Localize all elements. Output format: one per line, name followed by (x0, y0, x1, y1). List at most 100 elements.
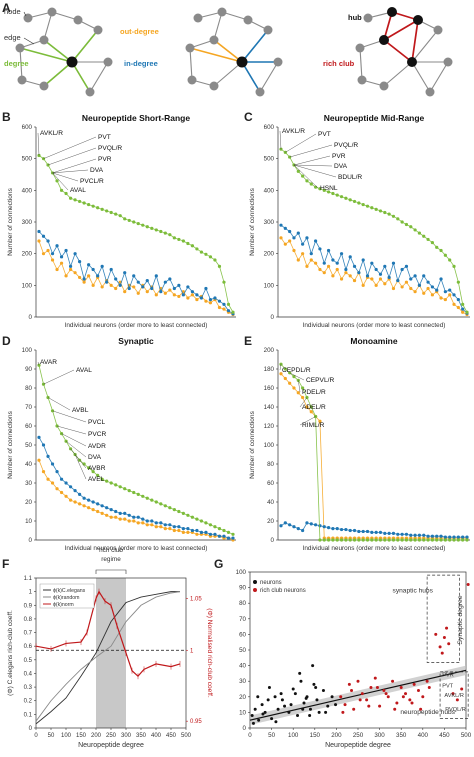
data-point (413, 290, 417, 294)
x-tick-label: 100 (288, 732, 299, 739)
fit-line (249, 669, 467, 721)
data-point (154, 293, 158, 297)
network-node (39, 81, 49, 91)
data-point (456, 305, 460, 310)
data-point (408, 698, 412, 702)
data-point (172, 528, 176, 533)
y-tick-label: 90 (239, 585, 246, 592)
data-point (222, 534, 226, 538)
data-point (451, 692, 455, 696)
data-point (96, 274, 100, 278)
x-tick-label: 0 (34, 733, 38, 739)
y-tick-label: 80 (267, 461, 274, 468)
data-point (208, 297, 213, 302)
data-point (177, 237, 181, 242)
network-node (23, 13, 33, 23)
data-point (168, 277, 172, 281)
y-tick-label: 90 (25, 366, 32, 373)
legend-swatch (253, 588, 257, 592)
data-point (426, 237, 430, 242)
data-point (352, 528, 357, 533)
data-point (186, 285, 190, 289)
data-point (309, 258, 313, 262)
data-point (132, 515, 136, 519)
data-point (127, 286, 131, 291)
data-point (296, 231, 300, 235)
data-point (417, 533, 422, 537)
x-tick-label: 300 (121, 733, 132, 739)
highlight-edge (241, 61, 261, 93)
data-point (348, 528, 352, 533)
data-point (361, 258, 365, 262)
right-tick-label: 1.05 (190, 596, 202, 602)
data-point (213, 258, 217, 262)
network-node (73, 15, 83, 25)
data-point (145, 496, 149, 500)
data-point (287, 710, 291, 714)
data-point (280, 698, 284, 702)
data-point (422, 533, 426, 537)
data-point (352, 707, 356, 711)
data-point (226, 536, 231, 540)
data-point (361, 529, 365, 534)
neuron-annotation: PVCL/R (80, 178, 104, 185)
data-point (357, 271, 361, 275)
data-point (383, 210, 387, 215)
y-tick-label: 0.2 (24, 699, 33, 705)
neuron-annotation: AVKL/R (282, 128, 305, 135)
data-point (374, 283, 378, 287)
data-point (358, 698, 362, 702)
network-edge (221, 11, 249, 21)
panel-d-chart: Synaptic 0 10 20 30 40 50 60 70 80 90 100 Number of … (7, 336, 236, 552)
data-point (82, 504, 86, 508)
data-point (321, 689, 325, 693)
data-point (322, 271, 326, 275)
data-point (396, 532, 400, 536)
annotation-leader (74, 454, 87, 480)
data-point (324, 710, 328, 714)
y-tick-label: 100 (236, 569, 247, 576)
data-point (251, 721, 255, 725)
data-point (55, 267, 59, 272)
hub-label: hub (348, 13, 362, 22)
network-edge (51, 11, 79, 21)
data-point (409, 225, 413, 229)
data-point (226, 530, 231, 535)
data-point (383, 264, 387, 268)
data-point (292, 386, 296, 390)
x-tick-label: 50 (48, 733, 55, 739)
data-point (217, 264, 222, 268)
data-point (100, 207, 104, 211)
data-point (274, 720, 278, 724)
data-point (109, 508, 113, 512)
data-point (87, 202, 91, 207)
highlight-edge (19, 47, 73, 63)
y-tick-label: 300 (22, 219, 33, 226)
data-point (288, 523, 292, 527)
data-point (283, 521, 287, 525)
data-point (141, 285, 145, 289)
data-point (357, 529, 361, 534)
annotation-leader (299, 397, 308, 408)
data-point (68, 485, 73, 489)
data-point (426, 534, 430, 538)
data-point (413, 274, 417, 278)
y-tick-label: 0.3 (24, 685, 33, 691)
network-edge (411, 61, 431, 93)
x-tick-label: 350 (136, 733, 147, 739)
data-point (64, 274, 68, 278)
data-point (87, 274, 91, 278)
data-point (435, 288, 439, 292)
data-point (100, 511, 104, 515)
network-node (66, 56, 78, 68)
data-point (283, 367, 287, 371)
data-point (365, 204, 370, 208)
data-point (186, 241, 190, 246)
data-point (456, 535, 460, 539)
data-point (309, 522, 313, 526)
data-point (114, 509, 118, 514)
data-point (352, 278, 357, 283)
y-tick-label: 10 (25, 518, 32, 525)
data-point (311, 664, 315, 668)
network-node (209, 35, 219, 45)
